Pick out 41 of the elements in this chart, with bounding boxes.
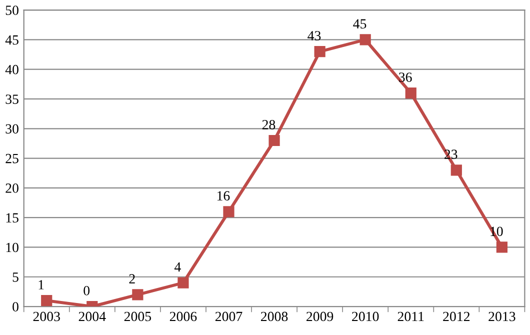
point (268, 134, 280, 146)
y-tick-label: 45 (5, 35, 18, 45)
data-label: 16 (217, 191, 230, 200)
point (132, 289, 144, 300)
y-tick-label: 15 (6, 213, 18, 223)
x-tick-label: 2012 (443, 312, 470, 322)
point (314, 46, 326, 58)
data-label: 2 (129, 274, 135, 284)
point (178, 277, 189, 288)
x-tick-label: 2013 (488, 312, 516, 322)
x-tick-label: 2009 (306, 312, 334, 322)
data-label: 4 (174, 262, 181, 272)
x-tick-label: 2006 (170, 312, 197, 322)
y-tick-label: 0 (12, 302, 18, 312)
y-tick-label: 20 (6, 184, 18, 193)
point (450, 164, 462, 176)
y-tick-label: 10 (6, 242, 18, 252)
point (223, 206, 234, 218)
x-tick-label: 2007 (215, 312, 242, 322)
data-label: 1 (38, 280, 44, 290)
data-label: 36 (399, 72, 412, 82)
point (360, 34, 371, 46)
x-tick-label: 2010 (352, 312, 379, 322)
point (496, 242, 508, 253)
data-label: 43 (308, 31, 321, 40)
point (41, 295, 52, 306)
data-label: 28 (262, 120, 276, 130)
x-tick-label: 2011 (398, 312, 424, 322)
x-tick-label: 2004 (78, 312, 106, 322)
point (405, 88, 416, 99)
y-tick-label: 40 (5, 64, 18, 74)
y-tick-label: 5 (12, 272, 18, 282)
y-tick-label: 25 (6, 154, 18, 164)
y-tick-label: 35 (6, 94, 18, 104)
x-tick-label: 2003 (33, 312, 60, 322)
x-tick-label: 2008 (260, 312, 288, 322)
x-tick-label: 2005 (124, 312, 152, 322)
data-label: 0 (84, 286, 90, 296)
y-tick-label: 30 (6, 124, 18, 134)
y-tick-label: 50 (6, 6, 18, 16)
data-label: 45 (353, 19, 366, 29)
